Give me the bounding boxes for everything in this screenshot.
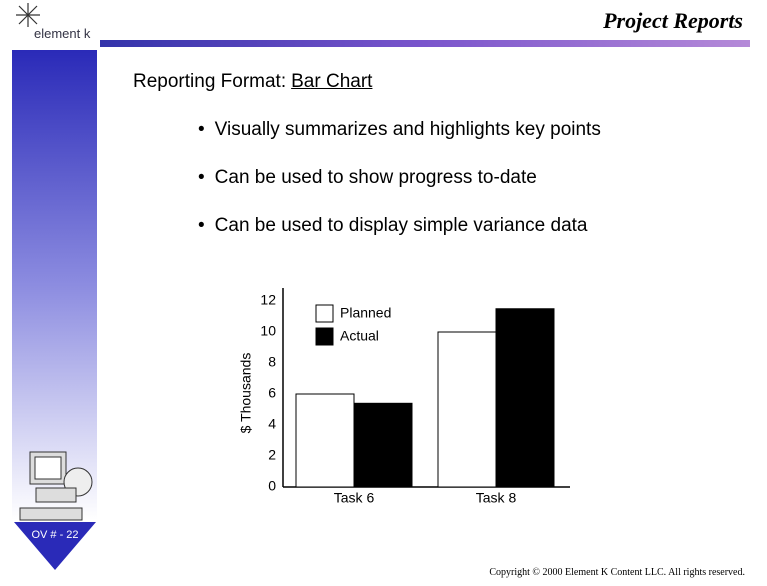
heading-text: Reporting Format:: [133, 71, 287, 92]
y-tick-label: 4: [268, 416, 276, 432]
bar: [495, 308, 555, 488]
top-bar: [100, 40, 750, 47]
sidebar: [12, 50, 97, 520]
y-tick-label: 6: [268, 385, 276, 401]
x-tick-label: Task 6: [334, 490, 375, 506]
bar: [437, 331, 497, 488]
legend-label: Planned: [340, 305, 391, 321]
logo-star: [16, 3, 40, 27]
bullet: Can be used to show progress to-date: [198, 153, 601, 201]
y-tick-label: 8: [268, 354, 276, 370]
slide-heading: Reporting Format: Bar Chart: [133, 71, 372, 93]
bar: [353, 402, 413, 488]
y-axis-label: $ Thousands: [238, 353, 254, 434]
bar: [295, 393, 355, 488]
legend-swatch: [315, 327, 334, 346]
y-tick-label: 0: [268, 478, 276, 494]
bullets: Visually summarizes and highlights key p…: [198, 105, 601, 249]
y-tick-label: 10: [260, 323, 276, 339]
legend-label: Actual: [340, 328, 379, 344]
x-tick-label: Task 8: [476, 490, 517, 506]
y-tick-label: 12: [260, 292, 276, 308]
bullet: Can be used to display simple variance d…: [198, 201, 601, 249]
heading-emphasis: Bar Chart: [291, 71, 373, 92]
slide-number: OV # - 22: [31, 529, 79, 541]
legend-swatch: [315, 304, 334, 323]
header-title: Project Reports: [603, 8, 743, 33]
logo-text: element k: [34, 26, 91, 41]
bullet: Visually summarizes and highlights key p…: [198, 105, 601, 153]
computer-icon: [19, 451, 93, 521]
copyright: Copyright © 2000 Element K Content LLC. …: [489, 567, 745, 578]
footer-badge: [14, 522, 96, 570]
y-tick-label: 2: [268, 447, 276, 463]
